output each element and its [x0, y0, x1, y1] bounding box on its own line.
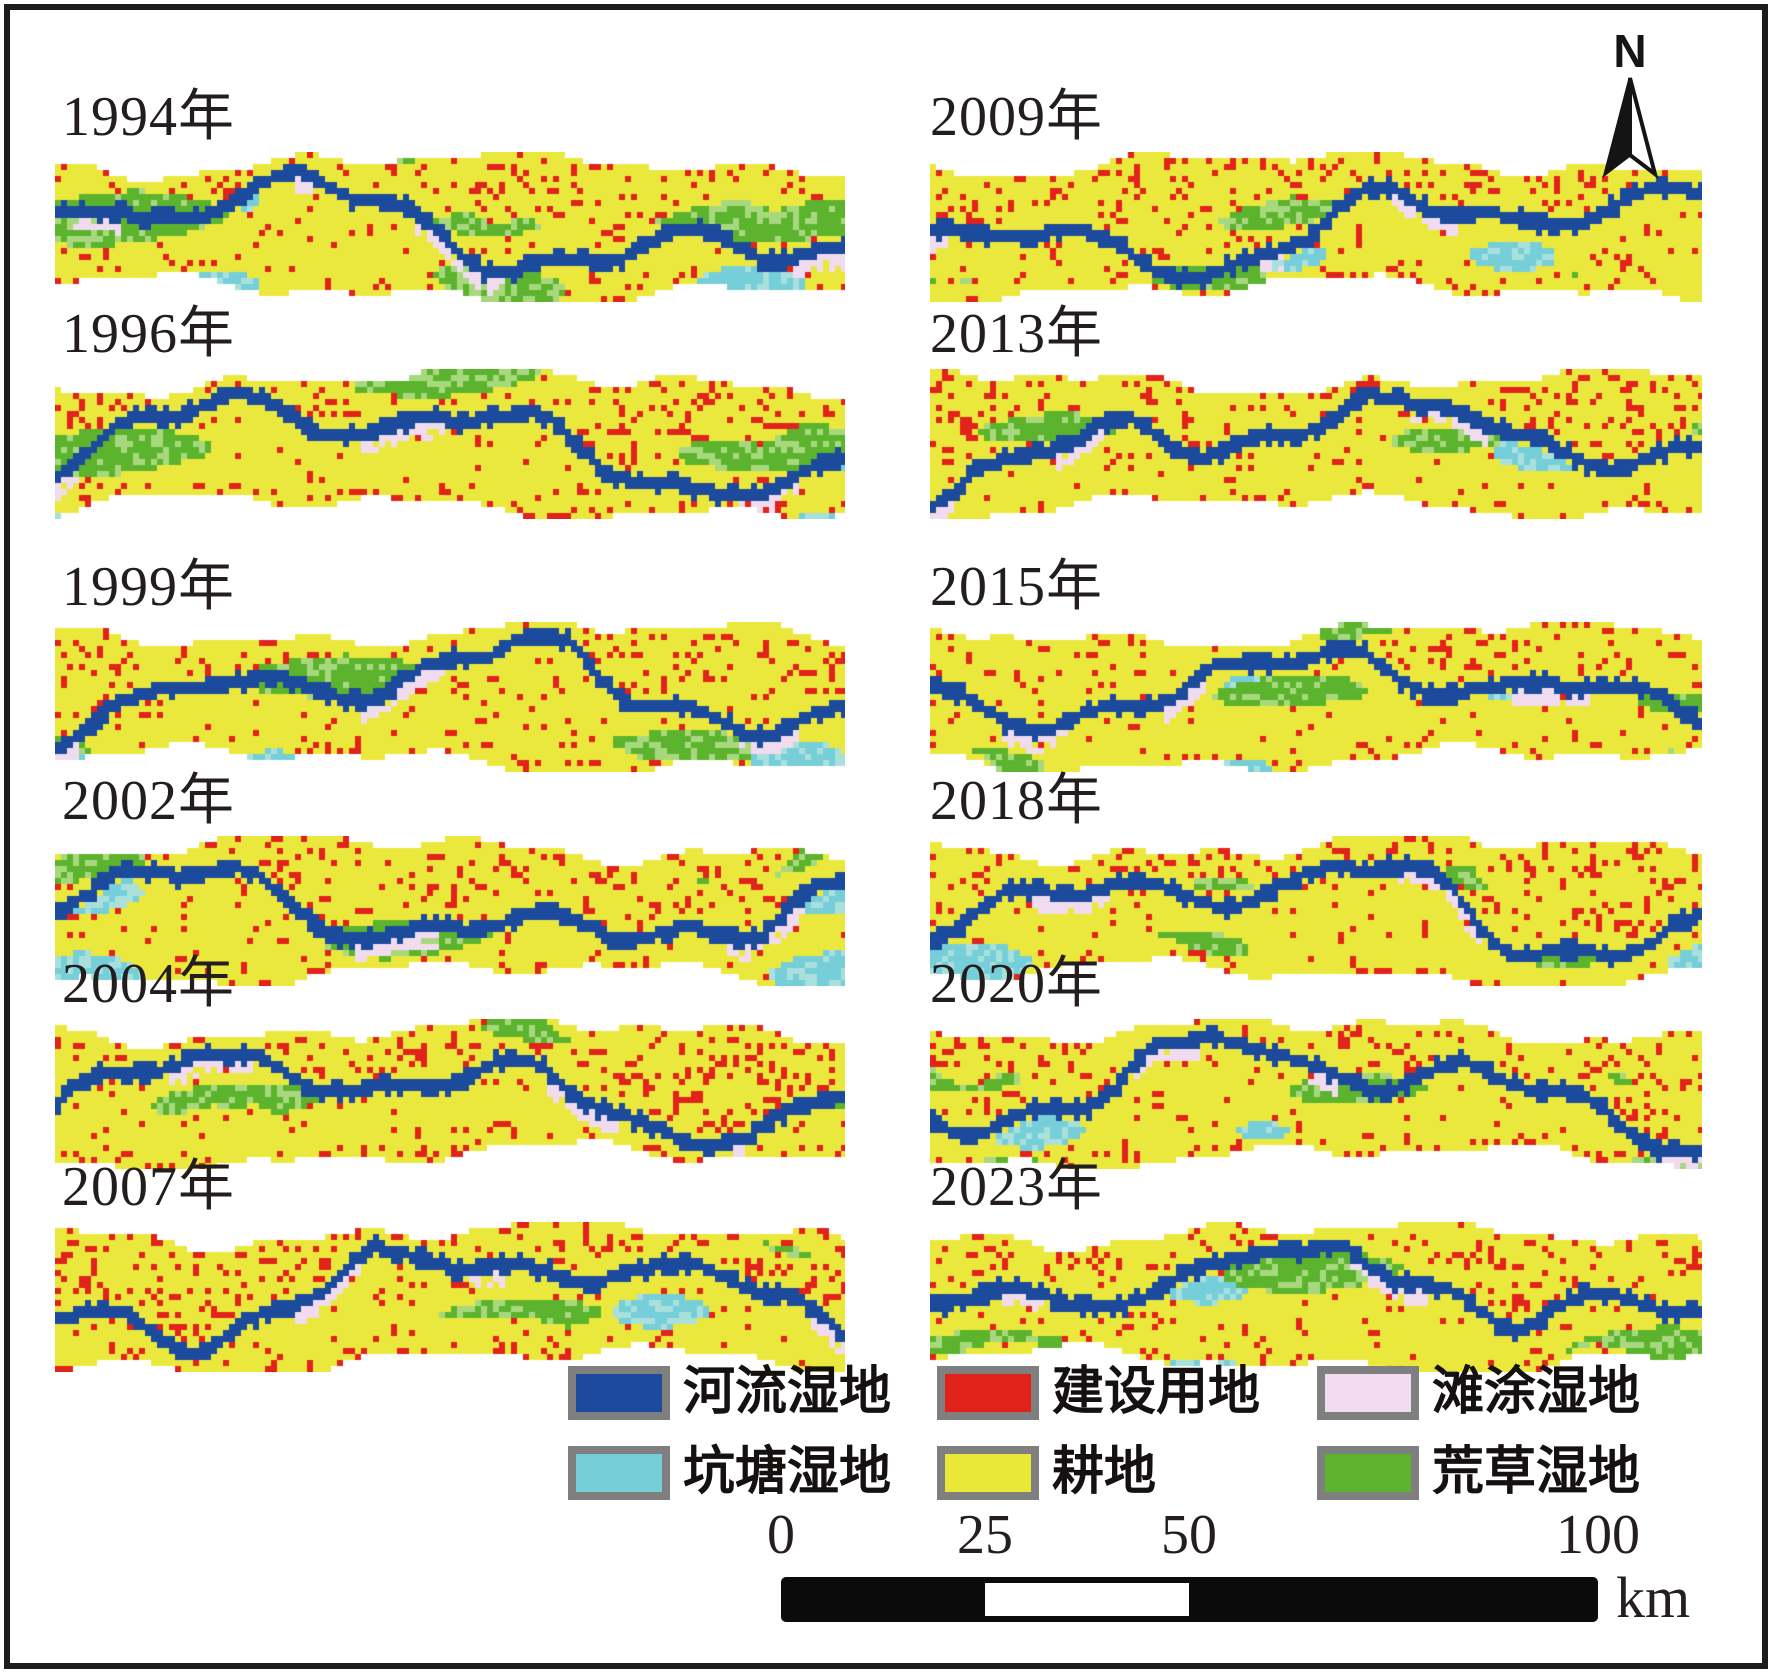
landuse-map	[55, 152, 845, 302]
year-label: 2007年	[62, 1156, 235, 1218]
legend-label: 耕地	[1052, 1444, 1157, 1501]
scale-tick-50: 50	[1161, 1504, 1217, 1566]
year-label: 2018年	[930, 770, 1103, 832]
landuse-map	[930, 836, 1702, 986]
year-label: 1999年	[62, 556, 235, 618]
legend: 河流湿地 建设用地 滩涂湿地 坑塘湿地 耕地 荒草湿地	[568, 1366, 1689, 1500]
map-panel-2023: 2023年	[930, 1158, 1702, 1372]
legend-label: 建设用地	[1052, 1364, 1261, 1421]
year-label: 1994年	[62, 86, 235, 148]
map-panel-1999: 1999年	[55, 558, 845, 772]
landuse-map	[930, 622, 1702, 772]
legend-item-tidal-flat-wetland: 滩涂湿地	[1317, 1366, 1689, 1420]
landuse-map	[55, 369, 845, 519]
year-label: 2015年	[930, 556, 1103, 618]
map-panel-2004: 2004年	[55, 955, 845, 1169]
year-label: 2020年	[930, 953, 1103, 1015]
scale-tick-100: 100	[1556, 1504, 1640, 1566]
legend-swatch	[937, 1446, 1039, 1500]
map-panel-2015: 2015年	[930, 558, 1702, 772]
legend-swatch	[568, 1446, 670, 1500]
legend-label: 坑塘湿地	[683, 1444, 892, 1501]
north-arrow-icon	[1602, 77, 1659, 180]
scale-unit: km	[1616, 1565, 1691, 1630]
landuse-map	[55, 1019, 845, 1169]
map-panel-2020: 2020年	[930, 955, 1702, 1169]
legend-item-construction-land: 建设用地	[937, 1366, 1317, 1420]
landuse-map	[55, 836, 845, 986]
map-panel-2009: 2009年	[930, 88, 1702, 302]
north-arrow: N	[1588, 28, 1672, 180]
year-label: 2009年	[930, 86, 1103, 148]
legend-label: 河流湿地	[683, 1364, 892, 1421]
map-panel-2007: 2007年	[55, 1158, 845, 1372]
scale-bar-rule	[781, 1577, 1598, 1622]
north-label: N	[1613, 25, 1647, 77]
year-label: 2023年	[930, 1156, 1103, 1218]
landuse-map	[930, 1019, 1702, 1169]
scale-tick-0: 0	[767, 1504, 795, 1566]
legend-label: 荒草湿地	[1432, 1444, 1641, 1501]
landuse-map	[930, 152, 1702, 302]
legend-item-cultivated-land: 耕地	[937, 1446, 1317, 1500]
year-label: 2004年	[62, 953, 235, 1015]
scale-bar-white-segment	[985, 1583, 1189, 1616]
map-panel-2018: 2018年	[930, 772, 1702, 986]
map-panel-1996: 1996年	[55, 305, 845, 519]
legend-swatch	[1317, 1446, 1419, 1500]
map-panel-2002: 2002年	[55, 772, 845, 986]
legend-swatch	[1317, 1366, 1419, 1420]
year-label: 2013年	[930, 303, 1103, 365]
landuse-map	[930, 369, 1702, 519]
legend-label: 滩涂湿地	[1432, 1364, 1641, 1421]
legend-item-grass-wetland: 荒草湿地	[1317, 1446, 1689, 1500]
legend-swatch	[937, 1366, 1039, 1420]
legend-swatch	[568, 1366, 670, 1420]
legend-item-river-wetland: 河流湿地	[568, 1366, 937, 1420]
legend-item-pond-wetland: 坑塘湿地	[568, 1446, 937, 1500]
year-label: 1996年	[62, 303, 235, 365]
year-label: 2002年	[62, 770, 235, 832]
landuse-map	[55, 1222, 845, 1372]
scale-tick-25: 25	[957, 1504, 1013, 1566]
landuse-map	[930, 1222, 1702, 1372]
map-panel-2013: 2013年	[930, 305, 1702, 519]
landuse-map	[55, 622, 845, 772]
map-panel-1994: 1994年	[55, 88, 845, 302]
